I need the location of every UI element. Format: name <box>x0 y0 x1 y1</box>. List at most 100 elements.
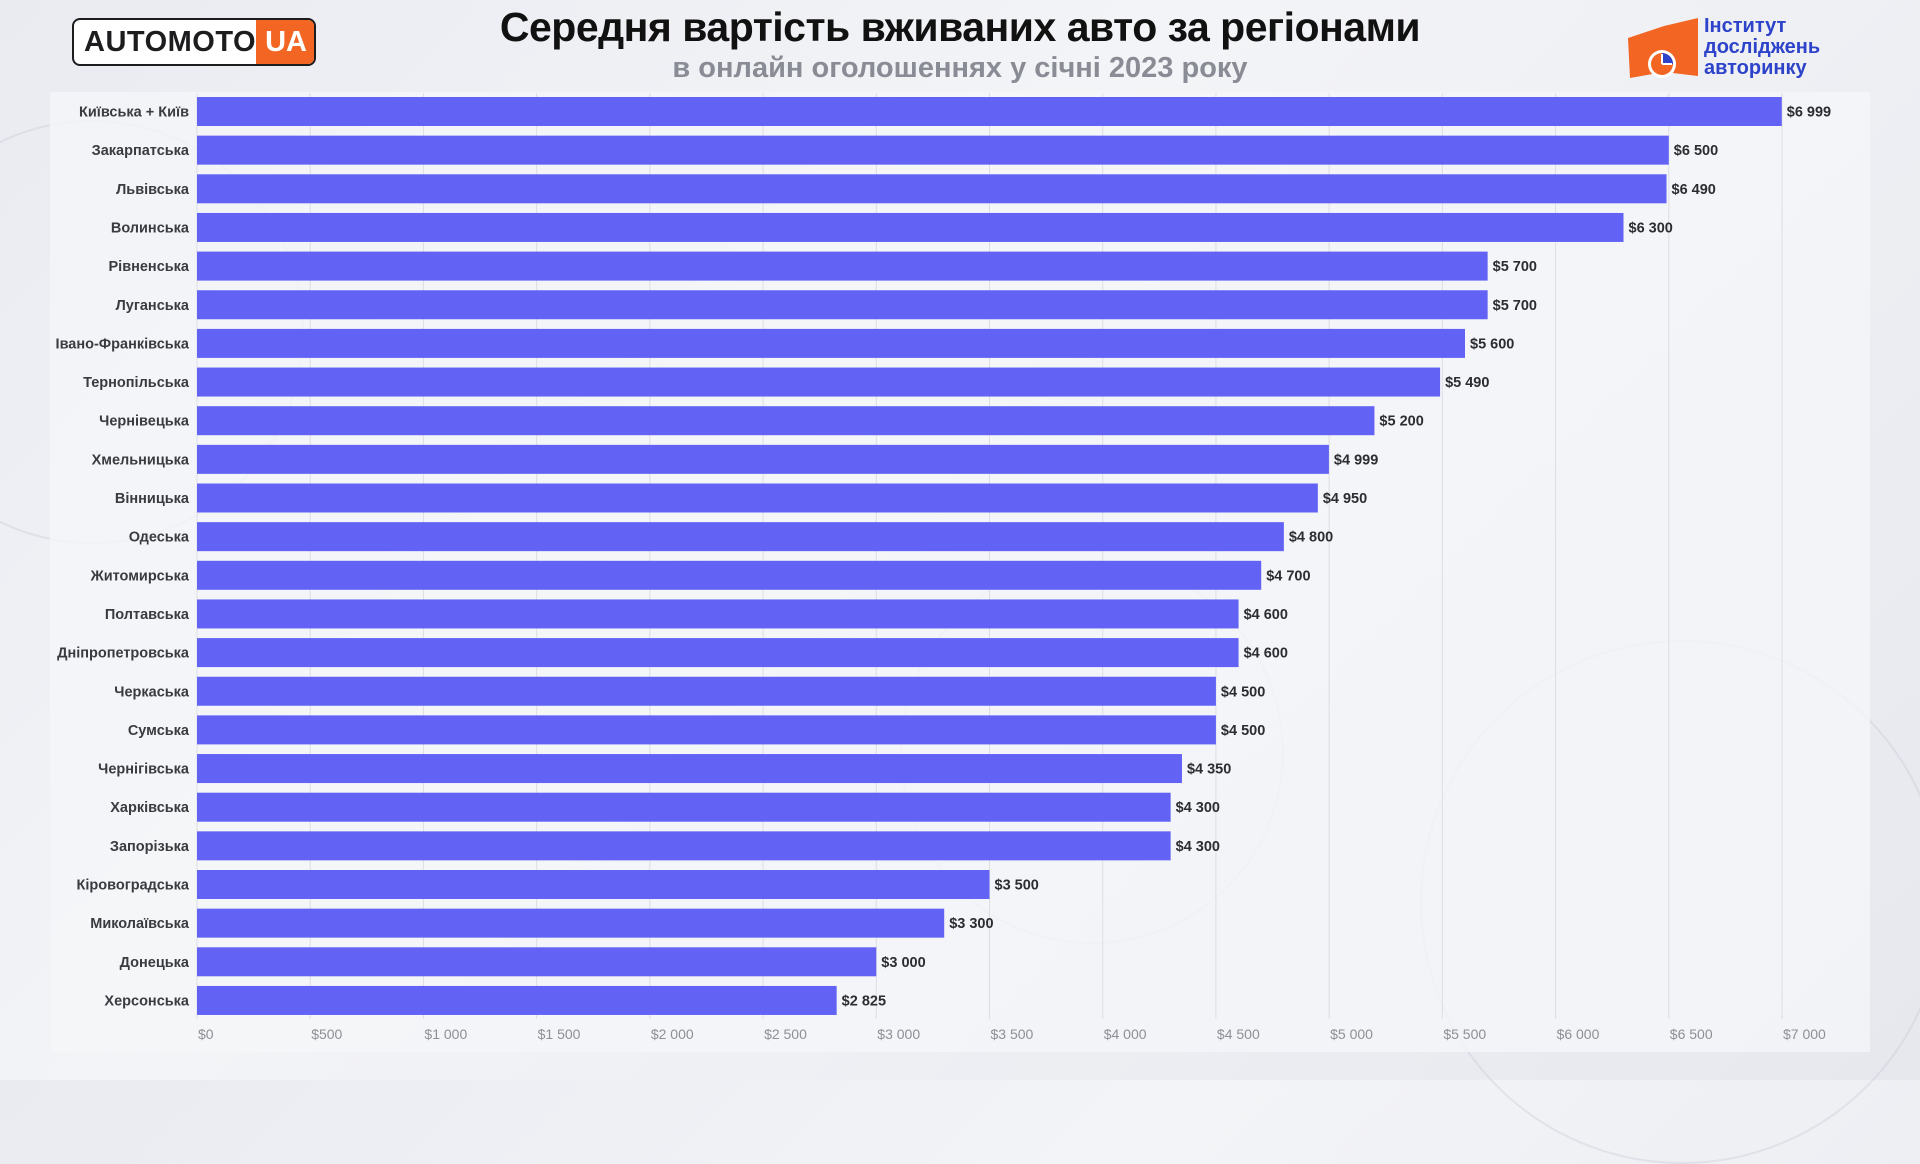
value-label: $5 700 <box>1493 259 1537 275</box>
x-tick-label: $6 500 <box>1670 1026 1713 1042</box>
value-label: $4 999 <box>1334 452 1378 468</box>
value-label: $3 500 <box>995 878 1039 894</box>
bar <box>197 831 1171 861</box>
category-label: Волинська <box>111 220 190 236</box>
value-label: $4 600 <box>1244 607 1288 623</box>
x-tick-label: $7 000 <box>1783 1026 1826 1042</box>
bar <box>197 792 1171 822</box>
category-label: Київська + Київ <box>79 105 189 121</box>
category-label: Сумська <box>128 723 190 739</box>
bar <box>197 135 1669 165</box>
x-tick-label: $5 000 <box>1330 1026 1373 1042</box>
x-tick-label: $4 000 <box>1104 1026 1147 1042</box>
bar <box>197 638 1239 668</box>
x-tick-label: $0 <box>198 1026 214 1042</box>
x-tick-label: $2 000 <box>651 1026 694 1042</box>
institute-name: Інститут досліджень авторинку <box>1704 16 1820 79</box>
x-tick-label: $3 500 <box>991 1026 1034 1042</box>
value-label: $3 000 <box>881 955 925 971</box>
x-tick-label: $3 000 <box>877 1026 920 1042</box>
category-label: Чернігівська <box>98 762 190 778</box>
value-label: $5 200 <box>1379 414 1423 430</box>
x-tick-label: $4 500 <box>1217 1026 1260 1042</box>
category-label: Хмельницька <box>92 452 190 468</box>
value-label: $4 300 <box>1176 800 1220 816</box>
category-label: Луганська <box>116 298 190 314</box>
bar <box>197 754 1182 784</box>
bar <box>197 870 990 899</box>
category-label: Львівська <box>116 182 190 198</box>
category-label: Тернопільська <box>83 375 190 391</box>
labels: Київська + Київ $6 999 Закарпатська $6 500 Л… <box>56 105 1832 1010</box>
category-label: Закарпатська <box>92 143 190 159</box>
logo-suffix-text: UA <box>256 20 314 64</box>
category-label: Одеська <box>129 530 190 546</box>
value-label: $4 600 <box>1244 646 1288 662</box>
value-label: $4 800 <box>1289 530 1333 546</box>
category-label: Житомирська <box>90 568 190 584</box>
category-label: Запорізька <box>110 839 190 855</box>
x-tick-label: $500 <box>311 1026 342 1042</box>
bar <box>197 522 1284 552</box>
institute-logo: Інститут досліджень авторинку <box>1624 14 1914 86</box>
bar <box>197 174 1667 204</box>
x-tick-label: $2 500 <box>764 1026 807 1042</box>
category-label: Черкаська <box>114 684 190 700</box>
institute-line-1: Інститут <box>1704 15 1787 37</box>
value-label: $5 490 <box>1445 375 1489 391</box>
value-label: $5 600 <box>1470 336 1514 352</box>
category-label: Миколаївська <box>90 916 190 932</box>
category-label: Харківська <box>110 800 190 816</box>
bar <box>197 985 837 1015</box>
category-label: Чернівецька <box>99 414 190 430</box>
category-label: Вінницька <box>115 491 190 507</box>
x-tick-label: $6 000 <box>1557 1026 1600 1042</box>
bar-chart: Київська + Київ $6 999 Закарпатська $6 500 Л… <box>56 93 1832 1042</box>
value-label: $6 999 <box>1787 105 1831 121</box>
value-label: $4 500 <box>1221 684 1265 700</box>
category-label: Кіровоградська <box>77 878 190 894</box>
institute-line-3: авторинку <box>1704 57 1807 79</box>
value-label: $4 350 <box>1187 762 1231 778</box>
bar <box>197 908 945 938</box>
bar <box>197 290 1488 320</box>
value-label: $6 500 <box>1674 143 1718 159</box>
value-label: $3 300 <box>949 916 993 932</box>
category-label: Дніпропетровська <box>57 646 190 662</box>
x-axis-ticks: $0 $500 $1 000 $1 500 $2 000 $2 500 $3 000 $3 5… <box>198 1026 1826 1042</box>
bar <box>197 212 1624 242</box>
x-tick-label: $5 500 <box>1443 1026 1486 1042</box>
bars <box>197 97 1782 1015</box>
value-label: $2 825 <box>842 993 886 1009</box>
x-tick-label: $1 500 <box>538 1026 581 1042</box>
value-label: $6 300 <box>1629 220 1673 236</box>
bar <box>197 97 1782 126</box>
category-label: Полтавська <box>105 607 190 623</box>
automoto-logo: AUTOMOTO UA <box>72 18 316 66</box>
category-label: Рівненська <box>109 259 190 275</box>
header: AUTOMOTO UA Середня вартість вживаних ав… <box>0 0 1920 95</box>
value-label: $4 700 <box>1266 568 1310 584</box>
category-label: Херсонська <box>104 993 190 1009</box>
logo-main-text: AUTOMOTO <box>84 25 257 58</box>
chart-subtitle: в онлайн оголошеннях у січні 2023 року <box>672 52 1248 84</box>
chart-title: Середня вартість вживаних авто за регіон… <box>499 4 1421 50</box>
bar <box>197 599 1239 629</box>
bar <box>197 406 1375 436</box>
value-label: $6 490 <box>1672 182 1716 198</box>
category-label: Івано-Франківська <box>56 336 190 352</box>
bar <box>197 676 1216 706</box>
bar <box>197 367 1441 397</box>
bar <box>197 483 1318 513</box>
institute-logo-icon <box>1628 18 1698 78</box>
bar <box>197 251 1488 281</box>
bar <box>197 947 877 977</box>
bar <box>197 560 1262 590</box>
category-label: Донецька <box>120 955 190 971</box>
bar <box>197 444 1329 474</box>
bar <box>197 328 1465 358</box>
grid-lines <box>196 93 1783 1019</box>
bar <box>197 715 1216 745</box>
value-label: $4 500 <box>1221 723 1265 739</box>
value-label: $5 700 <box>1493 298 1537 314</box>
